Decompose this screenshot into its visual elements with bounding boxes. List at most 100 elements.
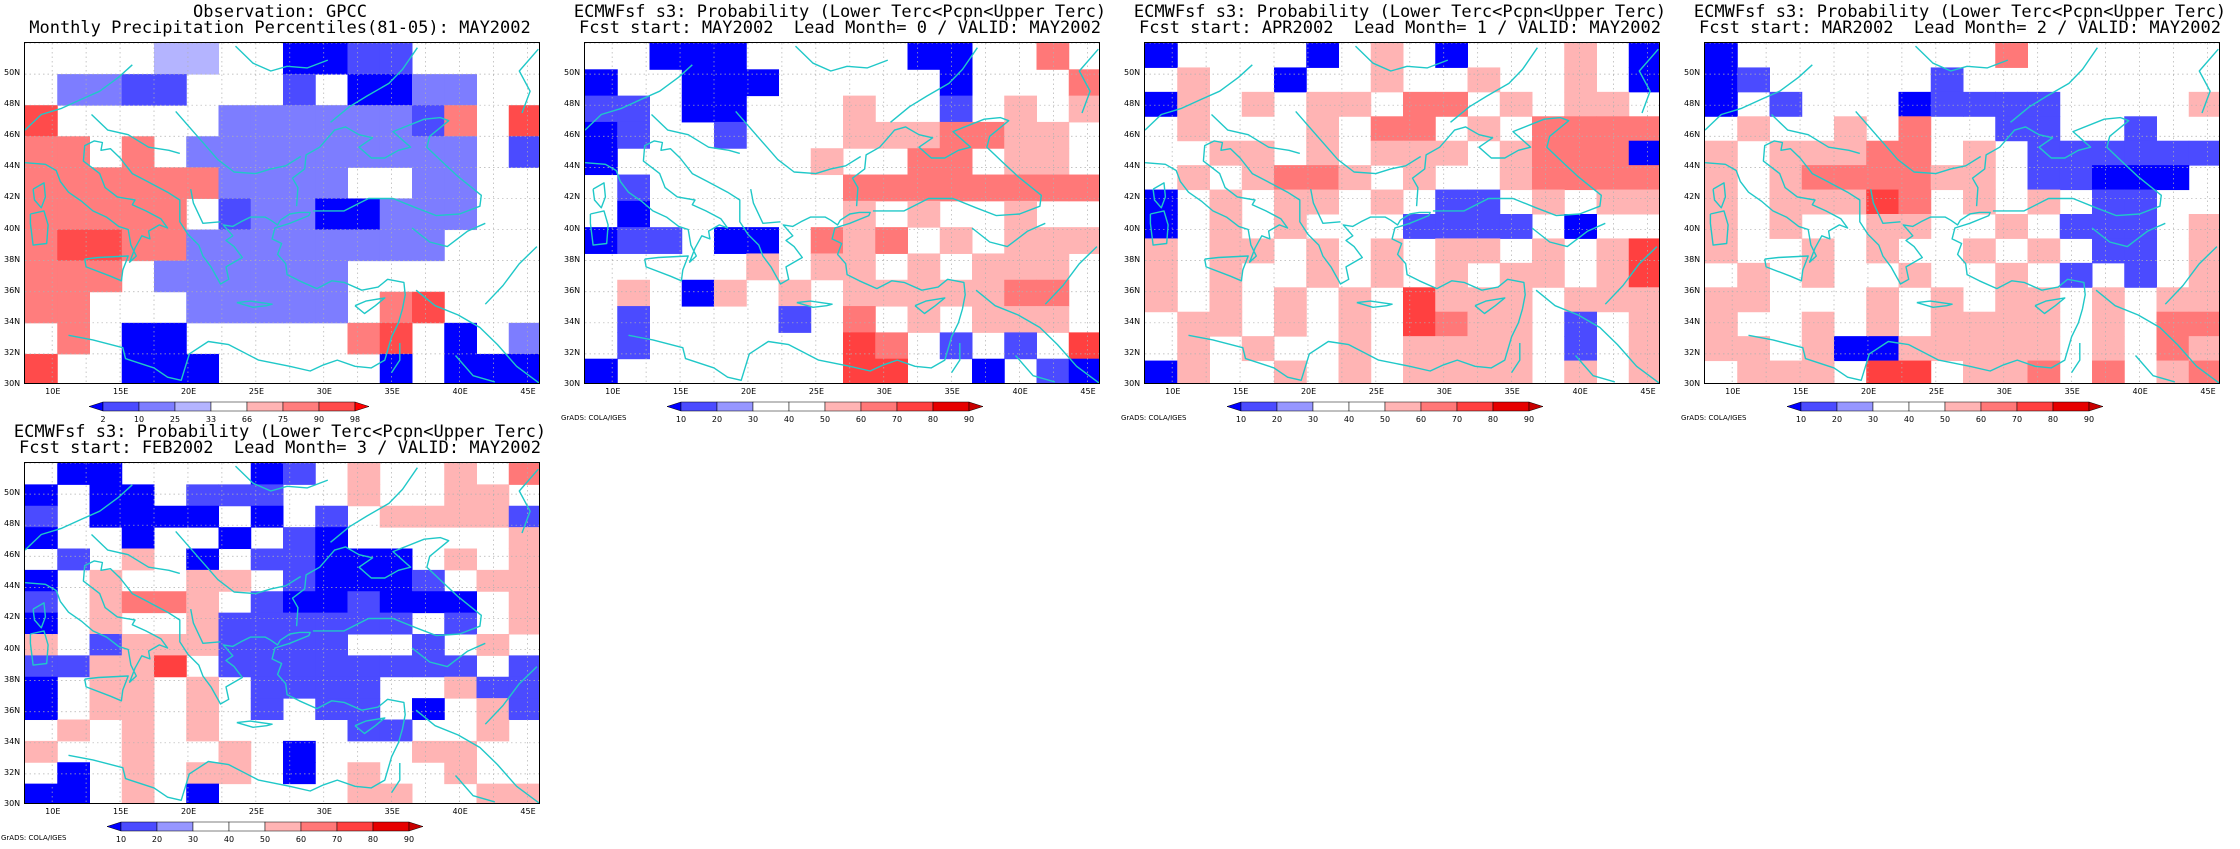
grid-cell xyxy=(57,783,90,803)
colorbar-bin xyxy=(788,401,826,412)
grid-cell xyxy=(1499,311,1533,337)
grid-cell xyxy=(412,569,445,592)
lat-tick-label: 32N xyxy=(4,767,21,777)
grid-cell xyxy=(1306,262,1339,288)
grid-cell xyxy=(907,200,941,228)
lon-tick-label: 30E xyxy=(316,387,332,396)
grid-cell xyxy=(1898,262,1932,288)
grid-cell xyxy=(25,505,58,528)
grid-cell xyxy=(186,43,219,75)
lon-tick-label: 30E xyxy=(1996,387,2012,396)
grid-cell xyxy=(1209,262,1243,288)
map-frame xyxy=(1704,42,2220,384)
grid-cell xyxy=(121,698,155,721)
grid-cell xyxy=(1499,91,1533,117)
coastline xyxy=(190,188,221,225)
coastline xyxy=(851,116,1042,217)
coastline xyxy=(175,110,302,175)
graticule xyxy=(25,43,539,383)
lon-tick-label: 25E xyxy=(1368,387,1385,396)
panel-title-line2: Fcst start: MAY2002 Lead Month= 0 / VALI… xyxy=(579,18,1101,38)
lon-tick-label: 20E xyxy=(180,387,197,396)
grid-cell xyxy=(746,69,779,97)
grid-cell xyxy=(1467,311,1501,337)
grid-cell xyxy=(347,322,381,355)
grid-cell xyxy=(283,527,316,550)
grid-cell xyxy=(121,740,155,763)
lat-tick-label: 42N xyxy=(4,192,21,202)
coastline xyxy=(975,289,1099,383)
grid-cell xyxy=(121,505,155,528)
coastline xyxy=(1145,64,1253,131)
grid-cell xyxy=(1866,287,1899,313)
coastline xyxy=(2071,343,2081,373)
grid-cell xyxy=(347,463,381,485)
map-panel-lead-3: ECMWFsf s3: Probability (Lower Terc<Pcpn… xyxy=(0,420,560,845)
coastline xyxy=(644,255,689,282)
panel-title-line1: ECMWFsf s3: Probability (Lower Terc<Pcpn… xyxy=(13,422,547,442)
grid-cell xyxy=(186,634,219,656)
grid-cell xyxy=(1769,91,1803,117)
coastline xyxy=(91,113,180,155)
grid-cell xyxy=(508,569,539,592)
grid-cell xyxy=(379,74,413,106)
grid-cell xyxy=(283,634,316,656)
grid-cell xyxy=(649,227,683,254)
coastline xyxy=(1078,48,1099,114)
grid-cell xyxy=(1004,95,1037,123)
colorbar-bin xyxy=(896,401,934,412)
grid-cell xyxy=(121,527,155,550)
grid-cell xyxy=(25,655,58,678)
grid-cell xyxy=(617,95,650,123)
colorbar-canvas: 10 20 30 40 50 60 70 80 90 xyxy=(106,821,424,844)
lon-tick-label: 40E xyxy=(2132,387,2148,396)
grid-cell xyxy=(444,655,477,678)
grid-cell xyxy=(412,74,445,106)
colorbar-tick-label: 50 xyxy=(1940,415,1950,424)
lat-tick-label: 46N xyxy=(1684,130,1701,140)
lat-tick-label: 48N xyxy=(1684,99,1701,109)
grid-cell xyxy=(843,227,876,254)
coastline xyxy=(84,675,129,702)
grid-cell xyxy=(1801,311,1835,337)
grid-cell xyxy=(681,95,715,123)
grid-cell xyxy=(89,569,123,592)
grid-cell xyxy=(1209,311,1243,337)
colorbar-tick-label: 10 xyxy=(1796,415,1806,424)
grid-cell xyxy=(1705,91,1738,117)
grid-cell xyxy=(617,200,650,228)
grid-cell xyxy=(714,227,747,254)
lat-tick-label: 46N xyxy=(1124,130,1141,140)
grid-cell xyxy=(89,463,123,485)
grid-cell xyxy=(218,527,252,550)
grid-cell xyxy=(2188,91,2219,117)
grid-cell xyxy=(444,74,477,106)
coastline xyxy=(1145,140,1526,381)
grid-cell xyxy=(2092,214,2125,239)
lat-tick-label: 38N xyxy=(4,674,21,684)
grid-cell xyxy=(1564,214,1597,239)
grid-cell xyxy=(1241,140,1275,166)
grid-cell xyxy=(1499,360,1533,383)
lat-tick-label: 34N xyxy=(564,316,581,326)
grid-cell xyxy=(1995,311,2028,337)
grid-cell xyxy=(186,569,219,592)
panel-title-line1: Observation: GPCC xyxy=(193,2,367,22)
grid-cell xyxy=(89,505,123,528)
lon-tick-label: 15E xyxy=(113,387,129,396)
lon-tick-label: 15E xyxy=(113,807,129,816)
grid-cell xyxy=(1403,336,1436,362)
grid-cell xyxy=(1177,165,1210,191)
grid-cell xyxy=(1370,116,1404,142)
coastline xyxy=(2091,222,2166,248)
grid-cell xyxy=(1145,287,1178,313)
lon-tick-label: 25E xyxy=(248,807,265,816)
grid-cell xyxy=(1995,116,2028,142)
colorbar-bin xyxy=(1800,401,1838,412)
lat-tick-label: 46N xyxy=(4,130,21,140)
lat-tick-label: 42N xyxy=(1124,192,1141,202)
grid-cell xyxy=(1209,189,1243,215)
grid-cell xyxy=(1068,332,1099,360)
lat-tick-label: 32N xyxy=(4,347,21,357)
grid-cell xyxy=(412,655,445,678)
